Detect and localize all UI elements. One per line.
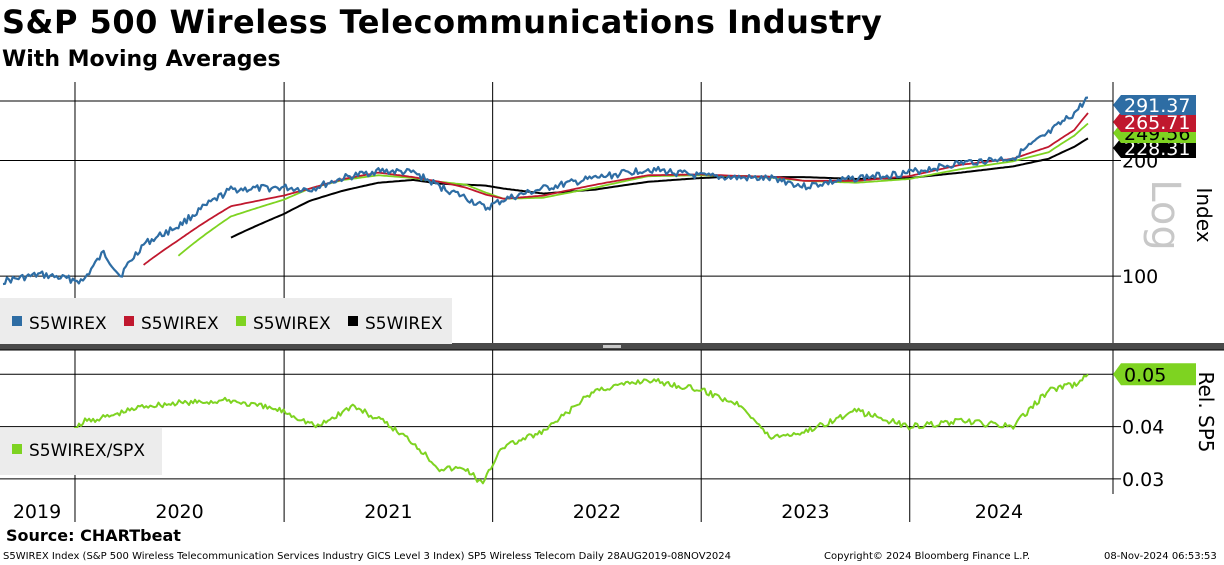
legend-swatch bbox=[12, 316, 22, 326]
series-line-black bbox=[230, 137, 1089, 239]
legend-box bbox=[0, 298, 452, 344]
panel-divider-handle bbox=[603, 345, 621, 348]
x-tick-label: 2021 bbox=[364, 501, 412, 523]
x-tick-label: 2024 bbox=[975, 501, 1023, 523]
legend-label: S5WIREX/SPX bbox=[29, 441, 145, 461]
footer-description: S5WIREX Index (S&P 500 Wireless Telecomm… bbox=[3, 551, 732, 562]
y-tick-label: 100 bbox=[1122, 266, 1158, 288]
last-value-tag-text: 228.31 bbox=[1124, 138, 1190, 160]
last-value-tag-bg bbox=[1113, 112, 1196, 132]
legend-box bbox=[0, 428, 162, 475]
last-value-tag-text: 0.05 bbox=[1124, 364, 1166, 386]
legend-label: S5WIREX bbox=[141, 314, 219, 334]
legend-label: S5WIREX bbox=[253, 314, 331, 334]
series-line-red bbox=[143, 112, 1089, 266]
y-axis-title: Rel. SP5 bbox=[1194, 371, 1218, 452]
last-value-tag: 265.71 bbox=[1113, 112, 1196, 134]
legend-swatch bbox=[12, 444, 22, 454]
series-line-ratio bbox=[2, 373, 1089, 485]
footer-copyright: Copyright© 2024 Bloomberg Finance L.P. bbox=[824, 551, 1031, 562]
last-value-tag-bg bbox=[1113, 363, 1196, 386]
legend-swatch bbox=[236, 316, 246, 326]
y-axis-title: Index bbox=[1192, 187, 1216, 242]
y-tick-label: 0.04 bbox=[1122, 417, 1164, 439]
last-value-tag-text: 265.71 bbox=[1124, 112, 1190, 134]
legend-swatch bbox=[124, 316, 134, 326]
x-tick-label: 2022 bbox=[573, 501, 621, 523]
y-tick-label: 0.03 bbox=[1122, 469, 1164, 491]
legend-label: S5WIREX bbox=[29, 314, 107, 334]
series-line-blue bbox=[2, 96, 1089, 286]
source-label: Source: CHARTbeat bbox=[6, 526, 181, 545]
x-tick-label: 2023 bbox=[781, 501, 829, 523]
last-value-tag-text: 291.37 bbox=[1124, 95, 1190, 117]
x-tick-label: 2020 bbox=[155, 501, 203, 523]
chart-subtitle: With Moving Averages bbox=[2, 47, 281, 72]
last-value-tag: 291.37 bbox=[1113, 95, 1196, 117]
footer-timestamp: 08-Nov-2024 06:53:53 bbox=[1104, 551, 1217, 562]
log-scale-label: Log bbox=[1142, 179, 1188, 250]
legend-label: S5WIREX bbox=[365, 314, 443, 334]
chart-title: S&P 500 Wireless Telecommunications Indu… bbox=[2, 3, 883, 41]
legend-swatch bbox=[348, 316, 358, 326]
x-tick-label: 2019 bbox=[13, 501, 61, 523]
last-value-tag-bg bbox=[1113, 95, 1196, 115]
